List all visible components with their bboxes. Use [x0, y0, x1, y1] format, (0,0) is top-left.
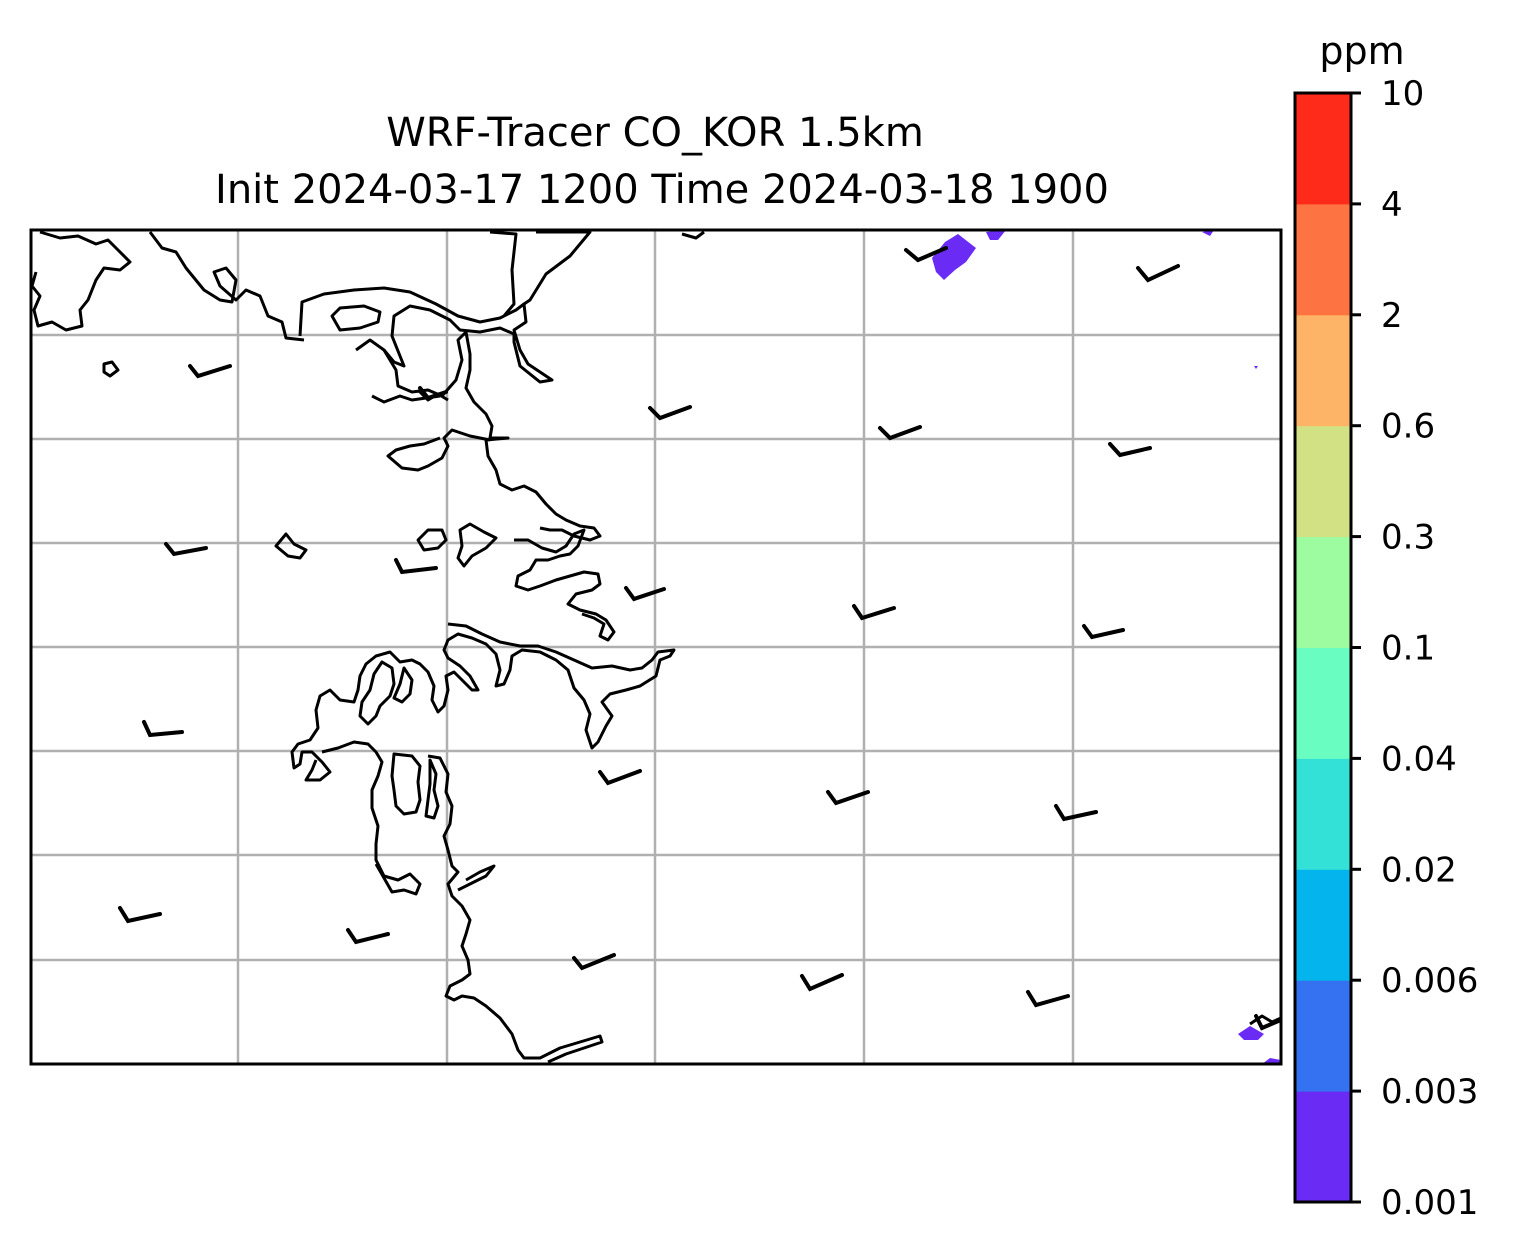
coastline	[355, 330, 602, 542]
wind-barb	[1082, 624, 1125, 640]
colorbar-tick-label: 0.006	[1381, 961, 1478, 1001]
coastline	[390, 752, 422, 816]
wind-barb	[648, 405, 692, 421]
colorbar-band	[1295, 980, 1351, 1092]
colorbar-tick-label: 0.003	[1381, 1072, 1478, 1112]
wind-barb	[572, 953, 616, 971]
colorbar-band	[1295, 1091, 1351, 1203]
colorbar-band	[1295, 869, 1351, 981]
coastline	[523, 230, 592, 306]
colorbar-band	[1295, 647, 1351, 759]
coastline	[321, 740, 422, 896]
coastline	[358, 660, 396, 726]
coastline	[457, 864, 496, 892]
wind-barb	[1054, 804, 1098, 822]
wind-barb	[118, 906, 162, 924]
wind-barb	[624, 586, 666, 602]
colorbar-tick-label: 0.1	[1381, 629, 1435, 669]
colorbar-tick-label: 2	[1381, 296, 1403, 336]
colorbar-tick-label: 0.04	[1381, 739, 1457, 779]
colorbar-tick-label: 4	[1381, 185, 1403, 225]
wind-barb	[878, 425, 922, 441]
wind-barb	[188, 364, 232, 379]
coastline	[392, 666, 414, 704]
title-line-2: Init 2024-03-17 1200 Time 2024-03-18 190…	[215, 167, 1109, 213]
tracer-patches	[932, 230, 1281, 1064]
coastline	[424, 758, 440, 820]
coastline	[290, 622, 676, 782]
wind-barb	[852, 604, 896, 621]
colorbar-bands	[1295, 93, 1351, 1203]
colorbar-band	[1295, 314, 1351, 427]
map-panel	[29, 228, 1283, 1066]
wind-barbs	[118, 246, 1281, 1031]
gridlines	[31, 230, 1281, 1064]
wind-barb	[1136, 264, 1180, 283]
coastline	[386, 428, 491, 472]
wind-barb	[142, 720, 184, 738]
colorbar-band	[1295, 93, 1351, 205]
coastline	[274, 532, 308, 560]
coastline	[489, 230, 518, 317]
coastline	[31, 230, 132, 332]
wind-barb	[826, 790, 870, 806]
wind-barb	[800, 973, 844, 992]
colorbar-tick-label: 0.02	[1381, 850, 1457, 890]
coastline	[298, 286, 554, 384]
wind-barb	[418, 386, 448, 401]
wind-barb	[1108, 442, 1152, 458]
tracer-patch	[1254, 366, 1258, 369]
colorbar-ticks: 0.001 0.003 0.006 0.02 0.04 0.1 0.3 0.6 2 4 10	[1351, 74, 1478, 1223]
wind-barb	[394, 558, 438, 575]
colorbar-band	[1295, 203, 1351, 316]
colorbar-tick-label: 10	[1381, 74, 1424, 114]
wind-barb	[164, 542, 208, 557]
colorbar-band	[1295, 536, 1351, 648]
coastlines	[31, 230, 1281, 1064]
wind-barb	[1254, 1014, 1281, 1031]
map-frame	[29, 228, 1283, 1066]
coastline	[681, 230, 705, 240]
colorbar-tick-label: 0.6	[1381, 407, 1435, 447]
coastline	[330, 304, 382, 332]
coastline	[427, 754, 604, 1064]
tracer-patch	[932, 234, 976, 280]
coastline	[456, 522, 498, 568]
colorbar-tick-label: 0.001	[1381, 1183, 1478, 1223]
colorbar: ppm 0.001 0.003 0.006 0.02 0.04 0.1 0.3 0.6 2 4 10	[1293, 29, 1478, 1223]
wind-barb	[346, 928, 390, 945]
tracer-patch	[986, 230, 1006, 240]
tracer-patch	[1238, 1026, 1264, 1040]
colorbar-tick-label: 0.3	[1381, 518, 1435, 558]
coastline	[416, 528, 448, 552]
wind-barb	[598, 769, 642, 786]
wind-barb	[904, 246, 948, 263]
title-line-1: WRF-Tracer CO_KOR 1.5km	[386, 110, 924, 156]
colorbar-band	[1295, 758, 1351, 870]
coastline	[148, 231, 305, 342]
wind-barb	[1026, 990, 1070, 1008]
coastline	[102, 360, 120, 378]
colorbar-band	[1295, 425, 1351, 538]
colorbar-unit-label: ppm	[1319, 29, 1404, 73]
coastline	[514, 528, 616, 642]
